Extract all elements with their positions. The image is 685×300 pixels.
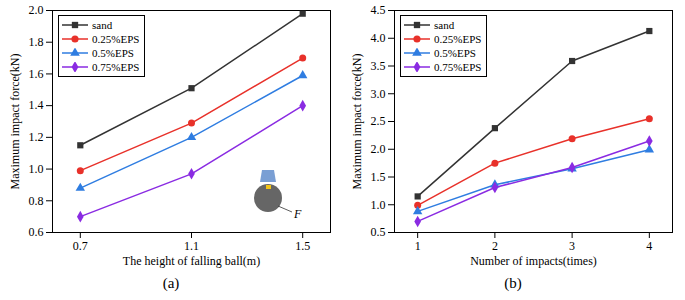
svg-text:4.0: 4.0: [371, 31, 386, 45]
html-text:sand: sand: [434, 19, 455, 31]
html-text:sand: sand: [92, 19, 113, 31]
svg-text:0.5: 0.5: [371, 225, 386, 239]
svg-text:4: 4: [646, 239, 652, 253]
svg-text:3: 3: [569, 239, 575, 253]
svg-text:1.1: 1.1: [184, 239, 199, 253]
html-text:0.75%EPS: 0.75%EPS: [434, 61, 482, 73]
svg-text:Maximum impact force(kN): Maximum impact force(kN): [350, 54, 364, 190]
svg-text:0.8: 0.8: [29, 194, 44, 208]
svg-text:1.4: 1.4: [29, 98, 44, 112]
svg-text:2.0: 2.0: [29, 3, 44, 17]
svg-text:2.5: 2.5: [371, 114, 386, 128]
svg-text:0.7: 0.7: [73, 239, 88, 253]
svg-text:1.2: 1.2: [29, 130, 44, 144]
html-text:0.5%EPS: 0.5%EPS: [92, 47, 134, 59]
svg-text:Number of impacts(times): Number of impacts(times): [470, 254, 597, 268]
svg-text:1.5: 1.5: [371, 170, 386, 184]
html-text:(b): (b): [504, 275, 522, 291]
svg-text:2.0: 2.0: [371, 142, 386, 156]
svg-text:1.6: 1.6: [29, 67, 44, 81]
html-text:0.75%EPS: 0.75%EPS: [92, 61, 140, 73]
svg-text:0.6: 0.6: [29, 225, 44, 239]
svg-text:1.0: 1.0: [29, 162, 44, 176]
svg-text:1.8: 1.8: [29, 35, 44, 49]
html-text:0.25%EPS: 0.25%EPS: [434, 33, 482, 45]
svg-text:3.0: 3.0: [371, 87, 386, 101]
html-text:(a): (a): [162, 275, 180, 291]
svg-text:2: 2: [492, 239, 498, 253]
svg-text:4.5: 4.5: [371, 3, 386, 17]
svg-text:1.0: 1.0: [371, 198, 386, 212]
svg-text:Maximum impact force(kN): Maximum impact force(kN): [8, 54, 22, 190]
html-text:0.25%EPS: 0.25%EPS: [92, 33, 140, 45]
svg-text:1.5: 1.5: [295, 239, 310, 253]
svg-text:3.5: 3.5: [371, 59, 386, 73]
svg-text:The height of falling ball(m): The height of falling ball(m): [123, 254, 260, 268]
svg-text:1: 1: [415, 239, 421, 253]
svg-text:F: F: [293, 207, 302, 221]
html-text:0.5%EPS: 0.5%EPS: [434, 47, 476, 59]
